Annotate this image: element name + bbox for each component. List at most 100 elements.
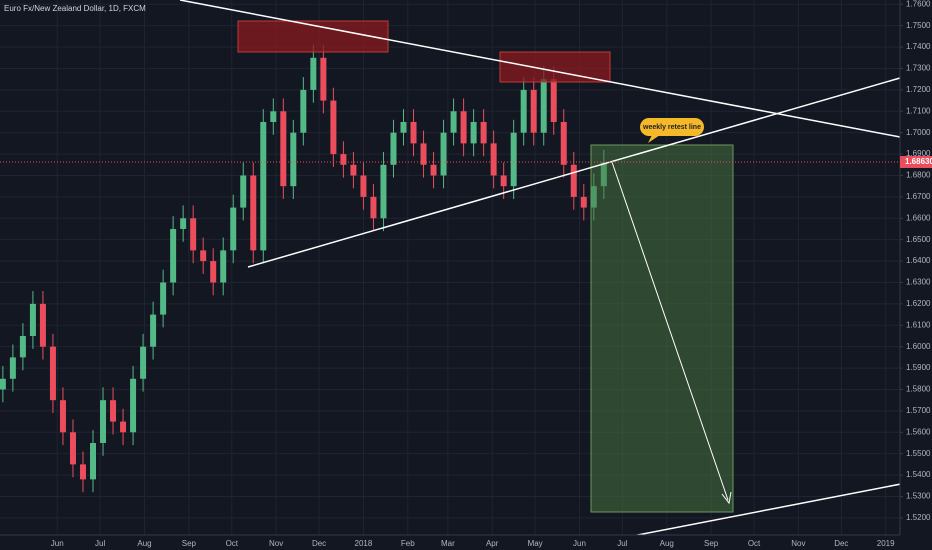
- candle-body: [250, 175, 257, 251]
- candle-body: [540, 79, 547, 133]
- y-tick-label: 1.5500: [906, 449, 931, 458]
- resistance-box: [499, 51, 611, 83]
- y-tick-label: 1.6300: [906, 278, 931, 287]
- candle-body: [320, 57, 327, 101]
- y-tick-label: 1.5600: [906, 427, 931, 436]
- y-tick-label: 1.6700: [906, 192, 931, 201]
- candle-body: [410, 121, 417, 144]
- x-tick-label: Nov: [791, 539, 805, 548]
- candle-body: [200, 250, 207, 262]
- trend-line: [179, 0, 901, 138]
- candle-body: [360, 175, 367, 197]
- candles: [0, 44, 607, 493]
- x-tick-label: Oct: [748, 539, 761, 548]
- y-tick-label: 1.5800: [906, 385, 931, 394]
- x-tick-label: Apr: [486, 539, 499, 548]
- candle-body: [59, 400, 66, 433]
- candle-body: [570, 164, 577, 197]
- candle-body: [340, 154, 347, 165]
- time-axis: [0, 535, 932, 550]
- y-tick-label: 1.6200: [906, 299, 931, 308]
- y-tick-label: 1.7100: [906, 106, 931, 115]
- price-tag-label: 1.68630: [905, 157, 932, 166]
- x-tick-label: May: [528, 539, 543, 548]
- candle-body: [470, 121, 477, 144]
- y-tick-label: 1.5200: [906, 513, 931, 522]
- x-tick-label: Jun: [573, 539, 586, 548]
- candle-body: [170, 228, 177, 283]
- candle-body: [290, 132, 297, 187]
- candle-body: [420, 143, 427, 165]
- x-tick-label: 2019: [877, 539, 895, 548]
- y-tick-label: 1.7600: [906, 0, 931, 8]
- candle-body: [440, 132, 447, 176]
- y-tick-label: 1.5900: [906, 363, 931, 372]
- candle-body: [400, 121, 407, 133]
- y-tick-label: 1.6900: [906, 149, 931, 158]
- annotation: weekly retest line: [642, 124, 701, 131]
- candle-body: [350, 164, 357, 176]
- candle-body: [560, 121, 567, 165]
- candle-body: [520, 89, 527, 133]
- x-tick-label: Mar: [441, 539, 455, 548]
- y-tick-label: 1.6000: [906, 342, 931, 351]
- candle-body: [500, 175, 507, 187]
- price-axis: [900, 0, 932, 550]
- x-tick-label: Dec: [312, 539, 326, 548]
- drawings: weekly retest line: [179, 0, 932, 550]
- candle-body: [19, 335, 26, 358]
- candle-body: [29, 303, 36, 336]
- candle-body: [79, 464, 86, 480]
- candle-body: [240, 175, 247, 208]
- candle-body: [370, 196, 377, 219]
- resistance-box: [237, 20, 389, 53]
- x-tick-label: Nov: [269, 539, 283, 548]
- candle-body: [100, 400, 107, 443]
- candle-body: [270, 111, 277, 122]
- y-tick-label: 1.7300: [906, 64, 931, 73]
- candle-body: [210, 261, 217, 283]
- candle-body: [230, 207, 237, 251]
- price-tag: [900, 155, 932, 168]
- x-tick-label: Dec: [834, 539, 848, 548]
- arrow-head: [721, 491, 732, 505]
- candle-body: [300, 89, 307, 133]
- x-tick-label: Feb: [401, 539, 415, 548]
- y-tick-label: 1.6400: [906, 256, 931, 265]
- trend-line: [247, 77, 901, 268]
- candle-body: [490, 143, 497, 176]
- candle-body: [510, 132, 517, 187]
- candle-body: [190, 218, 197, 251]
- candle-body: [460, 111, 467, 144]
- candle-body: [220, 250, 227, 283]
- x-tick-label: Jul: [95, 539, 105, 548]
- candle-body: [49, 346, 56, 401]
- annotation-tail: [648, 135, 660, 143]
- y-tick-label: 1.7400: [906, 42, 931, 51]
- x-tick-label: Sep: [182, 539, 197, 548]
- candle-body: [69, 432, 76, 465]
- candle-body: [140, 346, 147, 379]
- candle-body: [130, 378, 137, 433]
- y-tick-label: 1.6500: [906, 235, 931, 244]
- candle-body: [330, 100, 337, 155]
- y-tick-label: 1.7500: [906, 21, 931, 30]
- y-tick-label: 1.5300: [906, 492, 931, 501]
- y-tick-label: 1.7200: [906, 85, 931, 94]
- forecast-arrow: [611, 161, 729, 501]
- candle-body: [390, 132, 397, 165]
- candle-body: [580, 196, 587, 208]
- x-tick-label: Jul: [617, 539, 627, 548]
- y-tick-label: 1.7000: [906, 128, 931, 137]
- candle-body: [280, 111, 287, 187]
- candle-body: [450, 111, 457, 133]
- candle-body: [110, 400, 117, 422]
- candle-body: [120, 421, 127, 433]
- y-tick-label: 1.5700: [906, 406, 931, 415]
- x-tick-label: 2018: [355, 539, 373, 548]
- y-tick-label: 1.6600: [906, 213, 931, 222]
- candle-body: [0, 378, 6, 390]
- annotation-bubble: [640, 118, 704, 136]
- axes: 1.5200 1.5300 1.5400 1.5500 1.5600 1.5700 1.58…: [51, 0, 932, 548]
